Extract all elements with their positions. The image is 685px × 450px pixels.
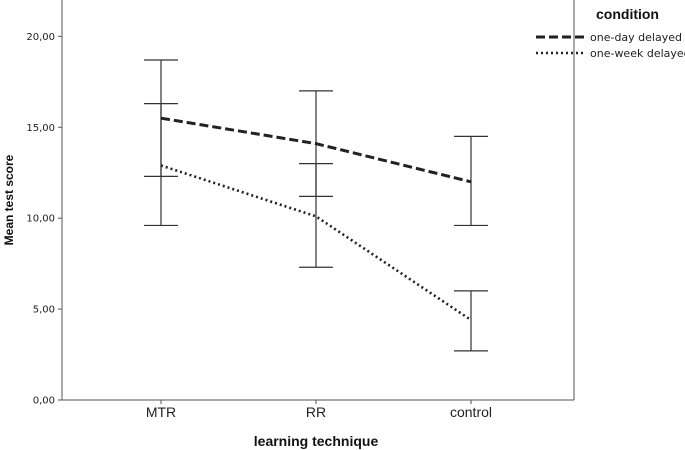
legend-items: one-day delayed one-week delayed [536, 31, 685, 60]
y-axis-ticks: 0,00 5,00 10,00 15,00 20,00 [26, 32, 62, 407]
error-bar [144, 103, 178, 227]
chart-axes [61, 0, 575, 401]
series-line-1 [160, 116, 472, 184]
error-bars [144, 59, 488, 352]
y-tick-label: 5,00 [33, 305, 55, 316]
error-bar [299, 163, 333, 268]
series-lines [160, 116, 472, 322]
y-axis-title: Mean test score [2, 154, 16, 245]
x-axis-title: learning technique [254, 433, 379, 449]
x-axis-ticks: MTR RR control [146, 400, 492, 420]
y-tick-label: 10,00 [26, 214, 55, 225]
x-tick-label: MTR [146, 404, 176, 420]
error-bar [454, 290, 488, 352]
y-tick-label: 15,00 [26, 123, 55, 134]
y-tick-label: 20,00 [26, 32, 55, 43]
legend: condition one-day delayed one-week delaye… [536, 6, 685, 60]
legend-label: one-day delayed [590, 31, 682, 44]
x-tick-label: control [450, 404, 492, 420]
legend-title: condition [596, 6, 659, 22]
x-tick-label: RR [306, 404, 326, 420]
legend-label: one-week delayed [590, 47, 685, 60]
y-tick-label: 0,00 [33, 396, 55, 407]
